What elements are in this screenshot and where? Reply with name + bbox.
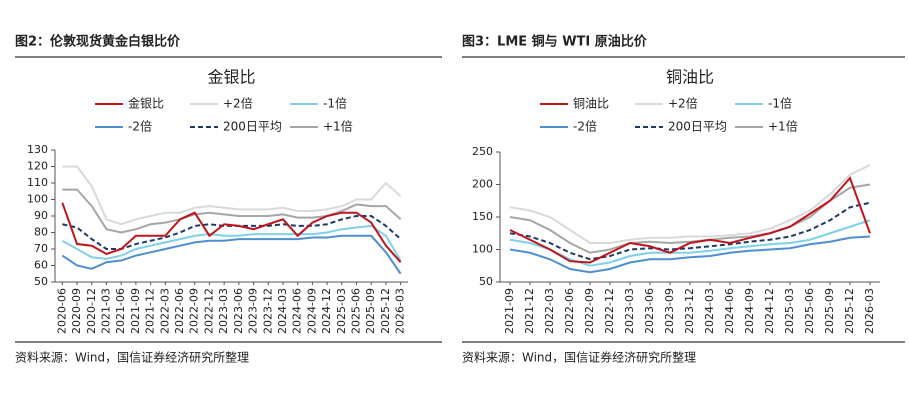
y-tick-label: 100: [27, 193, 48, 206]
x-tick-label: 2020-09: [70, 288, 83, 334]
x-tick-label: 2022-12: [603, 288, 616, 334]
y-tick-label: 50: [479, 275, 493, 288]
series-line: [61, 224, 402, 262]
series-line: [509, 183, 871, 254]
x-tick-label: 2021-09: [503, 288, 516, 334]
x-tick-label: 2025-06: [803, 288, 816, 334]
x-tick-label: 2022-03: [158, 288, 171, 334]
x-tick-label: 2025-12: [843, 288, 856, 334]
x-tick-label: 2020-06: [55, 288, 68, 334]
series-line: [509, 235, 871, 274]
series-line: [62, 165, 402, 226]
legend-label: +1倍: [323, 119, 353, 134]
x-tick-label: 2023-12: [261, 288, 274, 334]
legend-label: -1倍: [768, 96, 792, 111]
y-tick-label: 50: [34, 275, 48, 288]
y-tick-label: 90: [34, 209, 48, 222]
chart-title: 铜油比: [666, 68, 714, 87]
legend-label: -1倍: [323, 96, 347, 111]
x-tick-label: 2022-03: [543, 288, 556, 334]
x-tick-label: 2025-12: [379, 288, 392, 334]
x-tick-label: 2024-09: [305, 288, 318, 334]
legend-label: -2倍: [573, 119, 597, 134]
x-tick-label: 2022-09: [583, 288, 596, 334]
x-tick-label: 2023-03: [623, 288, 636, 334]
series-line: [62, 188, 402, 234]
legend-label: 金银比: [128, 96, 164, 111]
legend-label: +2倍: [223, 96, 253, 111]
y-tick-label: 130: [27, 143, 48, 156]
figure-caption: 图3：LME 铜与 WTI 原油比价: [462, 34, 648, 50]
y-tick-label: 250: [472, 145, 493, 158]
x-tick-label: 2023-09: [247, 288, 260, 334]
y-tick-label: 200: [472, 178, 493, 191]
series-line: [61, 202, 402, 263]
series-line: [509, 219, 871, 267]
y-tick-label: 70: [34, 242, 48, 255]
x-tick-label: 2022-12: [202, 288, 215, 334]
figure-caption: 图2：伦敦现货黄金白银比价: [15, 34, 181, 50]
legend-label: 200日平均: [668, 120, 727, 134]
x-tick-label: 2024-03: [703, 288, 716, 334]
x-tick-label: 2024-12: [320, 288, 333, 334]
x-tick-label: 2021-09: [129, 288, 142, 334]
legend-label: -2倍: [128, 119, 152, 134]
x-tick-label: 2023-03: [217, 288, 230, 334]
x-tick-label: 2026-03: [394, 288, 407, 334]
x-tick-label: 2025-09: [364, 288, 377, 334]
source-note: 资料来源：Wind，国信证券经济研究所整理: [15, 350, 249, 365]
x-tick-label: 2024-12: [763, 288, 776, 334]
x-tick-label: 2023-09: [663, 288, 676, 334]
legend-label: +2倍: [668, 96, 698, 111]
legend-label: 铜油比: [573, 96, 609, 111]
source-note: 资料来源：Wind，国信证券经济研究所整理: [462, 350, 696, 365]
x-tick-label: 2024-03: [276, 288, 289, 334]
series-line: [509, 201, 871, 261]
y-tick-label: 120: [27, 160, 48, 173]
x-tick-label: 2025-03: [335, 288, 348, 334]
x-tick-label: 2024-06: [723, 288, 736, 334]
y-tick-label: 100: [472, 243, 493, 256]
x-tick-label: 2021-03: [99, 288, 112, 334]
series-line: [509, 164, 871, 244]
x-tick-label: 2026-03: [863, 288, 876, 334]
x-tick-label: 2022-06: [173, 288, 186, 334]
x-tick-label: 2023-06: [643, 288, 656, 334]
x-tick-label: 2024-09: [743, 288, 756, 334]
series-line: [61, 234, 402, 275]
legend-label: 200日平均: [223, 120, 282, 134]
y-tick-label: 60: [34, 259, 48, 272]
x-tick-label: 2021-06: [114, 288, 127, 334]
y-tick-label: 80: [34, 226, 48, 239]
x-tick-label: 2023-12: [683, 288, 696, 334]
x-tick-label: 2025-03: [783, 288, 796, 334]
x-tick-label: 2024-06: [291, 288, 304, 334]
legend-label: +1倍: [768, 119, 798, 134]
x-tick-label: 2021-12: [144, 288, 157, 334]
y-tick-label: 110: [27, 176, 48, 189]
x-tick-label: 2025-09: [823, 288, 836, 334]
x-tick-label: 2022-06: [563, 288, 576, 334]
series-line: [509, 176, 871, 264]
x-tick-label: 2022-09: [188, 288, 201, 334]
chart-title: 金银比: [207, 68, 255, 87]
x-tick-label: 2021-12: [523, 288, 536, 334]
y-tick-label: 150: [472, 210, 493, 223]
x-tick-label: 2023-06: [232, 288, 245, 334]
x-tick-label: 2020-12: [85, 288, 98, 334]
x-tick-label: 2025-06: [350, 288, 363, 334]
